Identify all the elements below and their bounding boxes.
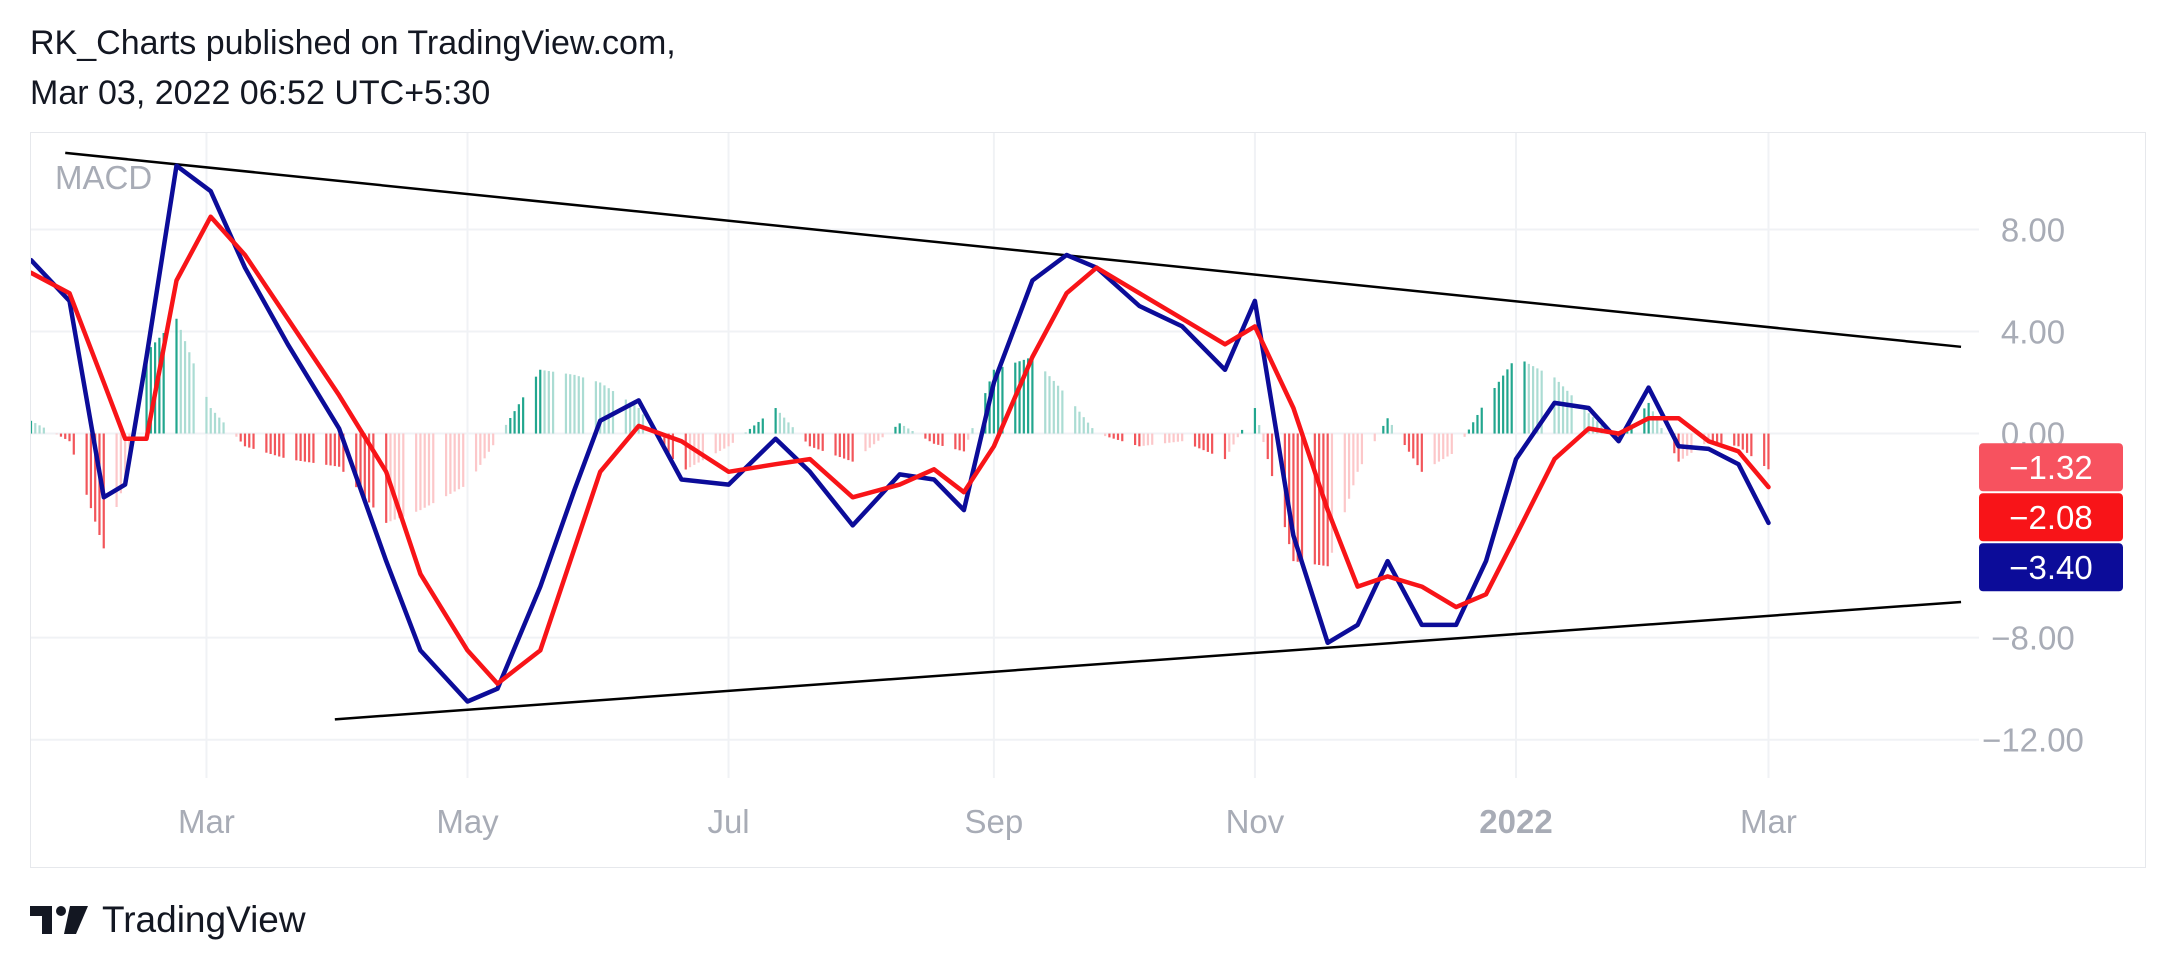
x-tick-label: Sep [965, 803, 1024, 840]
x-tick-label: Nov [1226, 803, 1285, 840]
price-label-badge [1979, 443, 2123, 492]
x-tick-label: 2022 [1479, 803, 1552, 840]
y-tick-label: 8.00 [2001, 211, 2065, 248]
histogram [31, 318, 1770, 567]
trendlines [65, 151, 1962, 721]
axis-labels: Mar May Jul Sep Nov 2022 Mar8.004.000.00−8.00−… [178, 211, 2123, 840]
footer-branding: TradingView [30, 895, 306, 945]
x-tick-label: Mar [1740, 803, 1797, 840]
lower-trendline [334, 600, 1962, 721]
series-lines [31, 163, 1771, 704]
upper-trendline [65, 151, 1962, 349]
price-label-text: −3.40 [2009, 549, 2093, 586]
indicator-label: MACD [55, 159, 152, 196]
publish-date: Mar 03, 2022 06:52 UTC+5:30 [30, 74, 491, 112]
tradingview-logo-icon [30, 906, 88, 934]
price-label-text: −2.08 [2009, 499, 2093, 536]
signal-line [31, 214, 1771, 686]
y-tick-label: 4.00 [2001, 313, 2065, 350]
y-tick-label: −12.00 [1982, 722, 2084, 759]
price-label-badge [1979, 493, 2123, 542]
macd-chart[interactable]: Mar May Jul Sep Nov 2022 Mar8.004.000.00−8.00−… [31, 133, 2147, 869]
brand-name: TradingView [102, 899, 306, 940]
price-label-badge [1979, 543, 2123, 592]
macd-line [31, 163, 1771, 704]
publisher-line: RK_Charts published on TradingView.com, [30, 24, 676, 62]
x-tick-label: Mar [178, 803, 235, 840]
price-label-text: −1.32 [2009, 449, 2093, 486]
macd-chart-panel[interactable]: Mar May Jul Sep Nov 2022 Mar 8.00 4.00 0.00 −8.00−… [30, 132, 2146, 868]
x-tick-label: Jul [707, 803, 749, 840]
x-tick-label: May [436, 803, 499, 840]
chart-header: RK_Charts published on TradingView.com, … [30, 18, 676, 118]
y-tick-label: −8.00 [1991, 620, 2075, 657]
